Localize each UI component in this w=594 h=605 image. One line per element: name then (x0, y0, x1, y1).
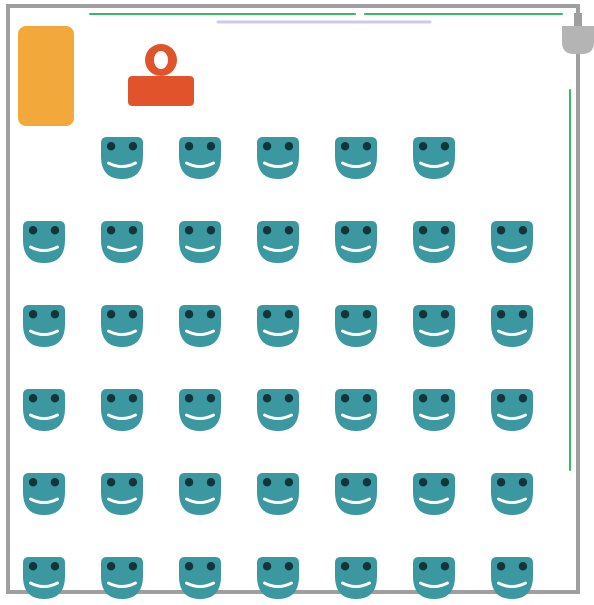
student-seat (23, 305, 65, 347)
student-seat (413, 137, 455, 179)
student-seat (23, 557, 65, 599)
student-seat (179, 389, 221, 431)
student-seat (101, 221, 143, 263)
student-seat (335, 305, 377, 347)
student-seat (257, 221, 299, 263)
student-seat (335, 389, 377, 431)
storage-cabinet (18, 26, 74, 126)
student-seat (179, 473, 221, 515)
student-seat (179, 137, 221, 179)
student-seat (413, 473, 455, 515)
student-seat (257, 473, 299, 515)
student-seat (491, 221, 533, 263)
student-seat (179, 557, 221, 599)
student-seat (101, 557, 143, 599)
student-seat (335, 221, 377, 263)
student-seat (179, 221, 221, 263)
student-seat (257, 305, 299, 347)
student-seat (101, 137, 143, 179)
student-seat (23, 389, 65, 431)
student-seat (491, 305, 533, 347)
student-seat (257, 557, 299, 599)
student-seat (491, 473, 533, 515)
student-seat (23, 473, 65, 515)
student-seat (413, 305, 455, 347)
student-seat (23, 221, 65, 263)
teacher-chair-hole (154, 51, 168, 69)
student-seat (413, 221, 455, 263)
student-seat (257, 137, 299, 179)
student-seat (179, 305, 221, 347)
student-seat (257, 389, 299, 431)
student-seat (491, 557, 533, 599)
student-seat (101, 389, 143, 431)
camera-stem (574, 13, 582, 27)
student-seat (335, 557, 377, 599)
classroom-floor-plan (0, 0, 594, 600)
student-seat (101, 473, 143, 515)
student-seat (413, 389, 455, 431)
student-seat (335, 473, 377, 515)
student-seat (491, 389, 533, 431)
student-seat (413, 557, 455, 599)
camera-icon (562, 26, 594, 54)
student-seat (335, 137, 377, 179)
student-seat (101, 305, 143, 347)
teacher-desk (128, 76, 194, 106)
